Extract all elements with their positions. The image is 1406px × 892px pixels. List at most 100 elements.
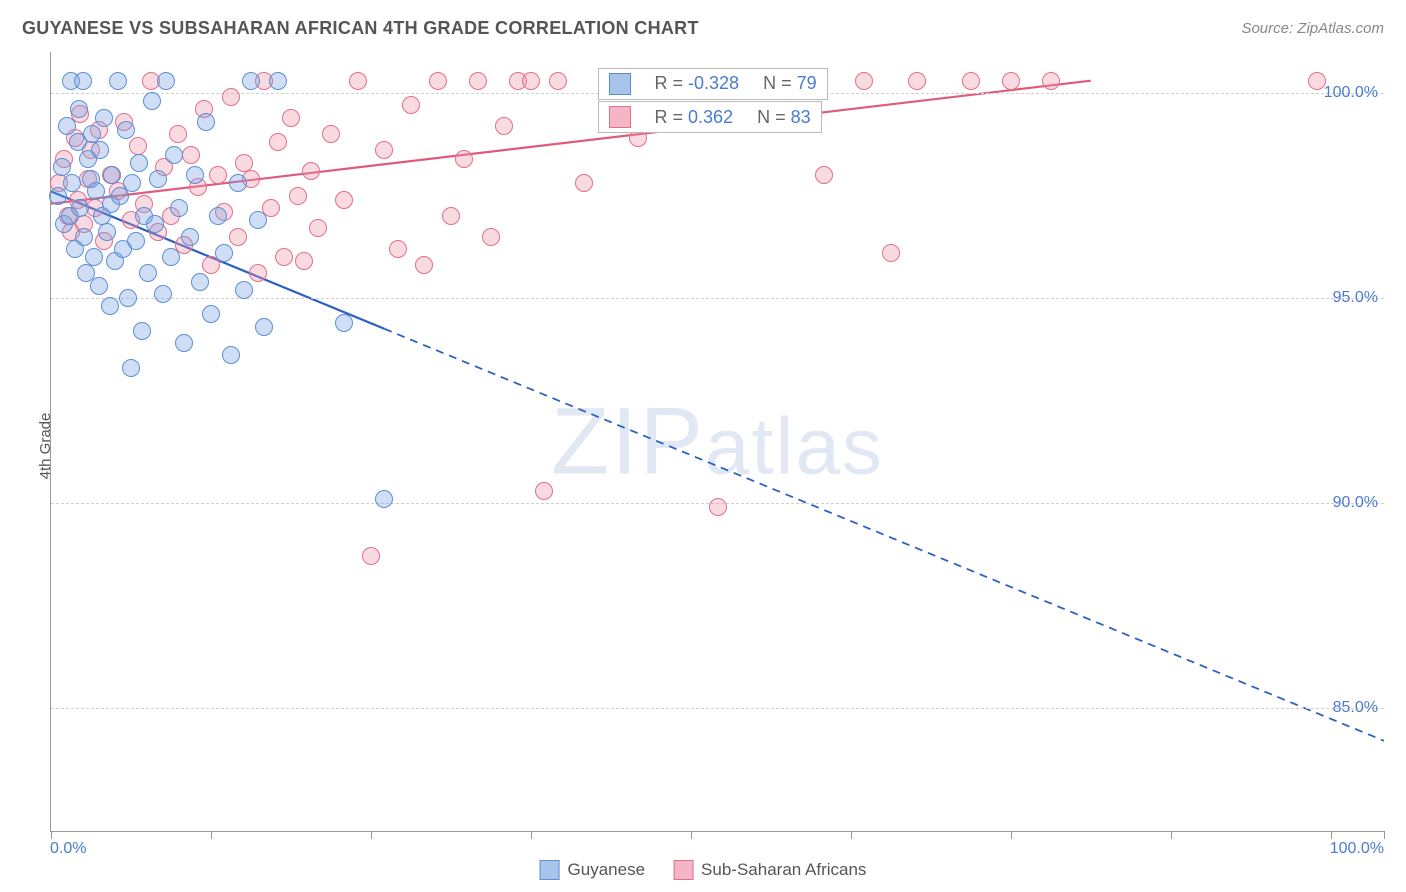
scatter-point [415, 256, 433, 274]
y-tick-label: 90.0% [1333, 494, 1378, 512]
scatter-point [154, 285, 172, 303]
scatter-point [197, 113, 215, 131]
scatter-point [191, 273, 209, 291]
scatter-point [143, 92, 161, 110]
x-tick-label: 0.0% [50, 840, 86, 858]
scatter-point [181, 228, 199, 246]
scatter-point [455, 150, 473, 168]
scatter-point [482, 228, 500, 246]
scatter-point [855, 72, 873, 90]
scatter-point [90, 277, 108, 295]
scatter-point [202, 305, 220, 323]
x-tick [1331, 831, 1332, 839]
scatter-point [53, 158, 71, 176]
scatter-point [85, 248, 103, 266]
scatter-point [375, 141, 393, 159]
plot-area: ZIPatlas 85.0%90.0%95.0%100.0%R = -0.328… [50, 52, 1384, 832]
x-tick [691, 831, 692, 839]
scatter-point [91, 141, 109, 159]
scatter-point [122, 359, 140, 377]
x-tick [851, 831, 852, 839]
scatter-point [349, 72, 367, 90]
scatter-point [146, 215, 164, 233]
n-label: N = 79 [763, 73, 817, 94]
scatter-point [63, 174, 81, 192]
scatter-point [75, 228, 93, 246]
scatter-point [209, 207, 227, 225]
scatter-point [335, 314, 353, 332]
scatter-point [165, 146, 183, 164]
scatter-point [249, 211, 267, 229]
scatter-point [70, 100, 88, 118]
scatter-point [74, 72, 92, 90]
scatter-point [1308, 72, 1326, 90]
x-tick [371, 831, 372, 839]
scatter-point [103, 166, 121, 184]
scatter-point [101, 297, 119, 315]
scatter-point [882, 244, 900, 262]
scatter-point [908, 72, 926, 90]
correlation-stat-box: R = 0.362 N = 83 [598, 101, 822, 133]
scatter-point [249, 264, 267, 282]
scatter-point [98, 223, 116, 241]
scatter-point [119, 289, 137, 307]
scatter-point [123, 174, 141, 192]
scatter-point [170, 199, 188, 217]
x-tick [1384, 831, 1385, 839]
chart-title: GUYANESE VS SUBSAHARAN AFRICAN 4TH GRADE… [22, 18, 699, 39]
scatter-point [117, 121, 135, 139]
x-tick [531, 831, 532, 839]
scatter-point [375, 490, 393, 508]
scatter-point [1042, 72, 1060, 90]
scatter-point [109, 72, 127, 90]
scatter-point [49, 187, 67, 205]
scatter-point [149, 170, 167, 188]
scatter-point [322, 125, 340, 143]
scatter-point [429, 72, 447, 90]
scatter-point [242, 72, 260, 90]
scatter-point [139, 264, 157, 282]
scatter-point [130, 154, 148, 172]
scatter-point [269, 72, 287, 90]
r-label: R = 0.362 [655, 107, 734, 128]
scatter-point [169, 125, 187, 143]
scatter-point [255, 318, 273, 336]
scatter-point [235, 281, 253, 299]
n-label: N = 83 [757, 107, 811, 128]
scatter-point [335, 191, 353, 209]
stat-swatch-icon [609, 73, 631, 95]
scatter-point [389, 240, 407, 258]
scatter-point [309, 219, 327, 237]
scatter-point [162, 248, 180, 266]
scatter-point [209, 166, 227, 184]
scatter-point [362, 547, 380, 565]
scatter-point [235, 154, 253, 172]
scatter-point [95, 109, 113, 127]
scatter-point [175, 334, 193, 352]
scatter-point [549, 72, 567, 90]
legend-swatch-icon [673, 860, 693, 880]
scatter-point [815, 166, 833, 184]
scatter-point [182, 146, 200, 164]
watermark: ZIPatlas [551, 387, 884, 496]
stat-swatch-icon [609, 106, 631, 128]
scatter-point [402, 96, 420, 114]
y-tick-label: 95.0% [1333, 289, 1378, 307]
gridline [51, 298, 1384, 299]
scatter-point [127, 232, 145, 250]
scatter-point [229, 228, 247, 246]
scatter-point [133, 322, 151, 340]
gridline [51, 708, 1384, 709]
scatter-point [186, 166, 204, 184]
legend-item-subsaharan: Sub-Saharan Africans [673, 860, 866, 880]
scatter-point [157, 72, 175, 90]
scatter-point [522, 72, 540, 90]
scatter-point [302, 162, 320, 180]
scatter-point [229, 174, 247, 192]
scatter-point [222, 88, 240, 106]
x-tick [1011, 831, 1012, 839]
legend-label: Sub-Saharan Africans [701, 860, 866, 880]
scatter-point [295, 252, 313, 270]
scatter-point [495, 117, 513, 135]
y-tick-label: 100.0% [1324, 84, 1378, 102]
